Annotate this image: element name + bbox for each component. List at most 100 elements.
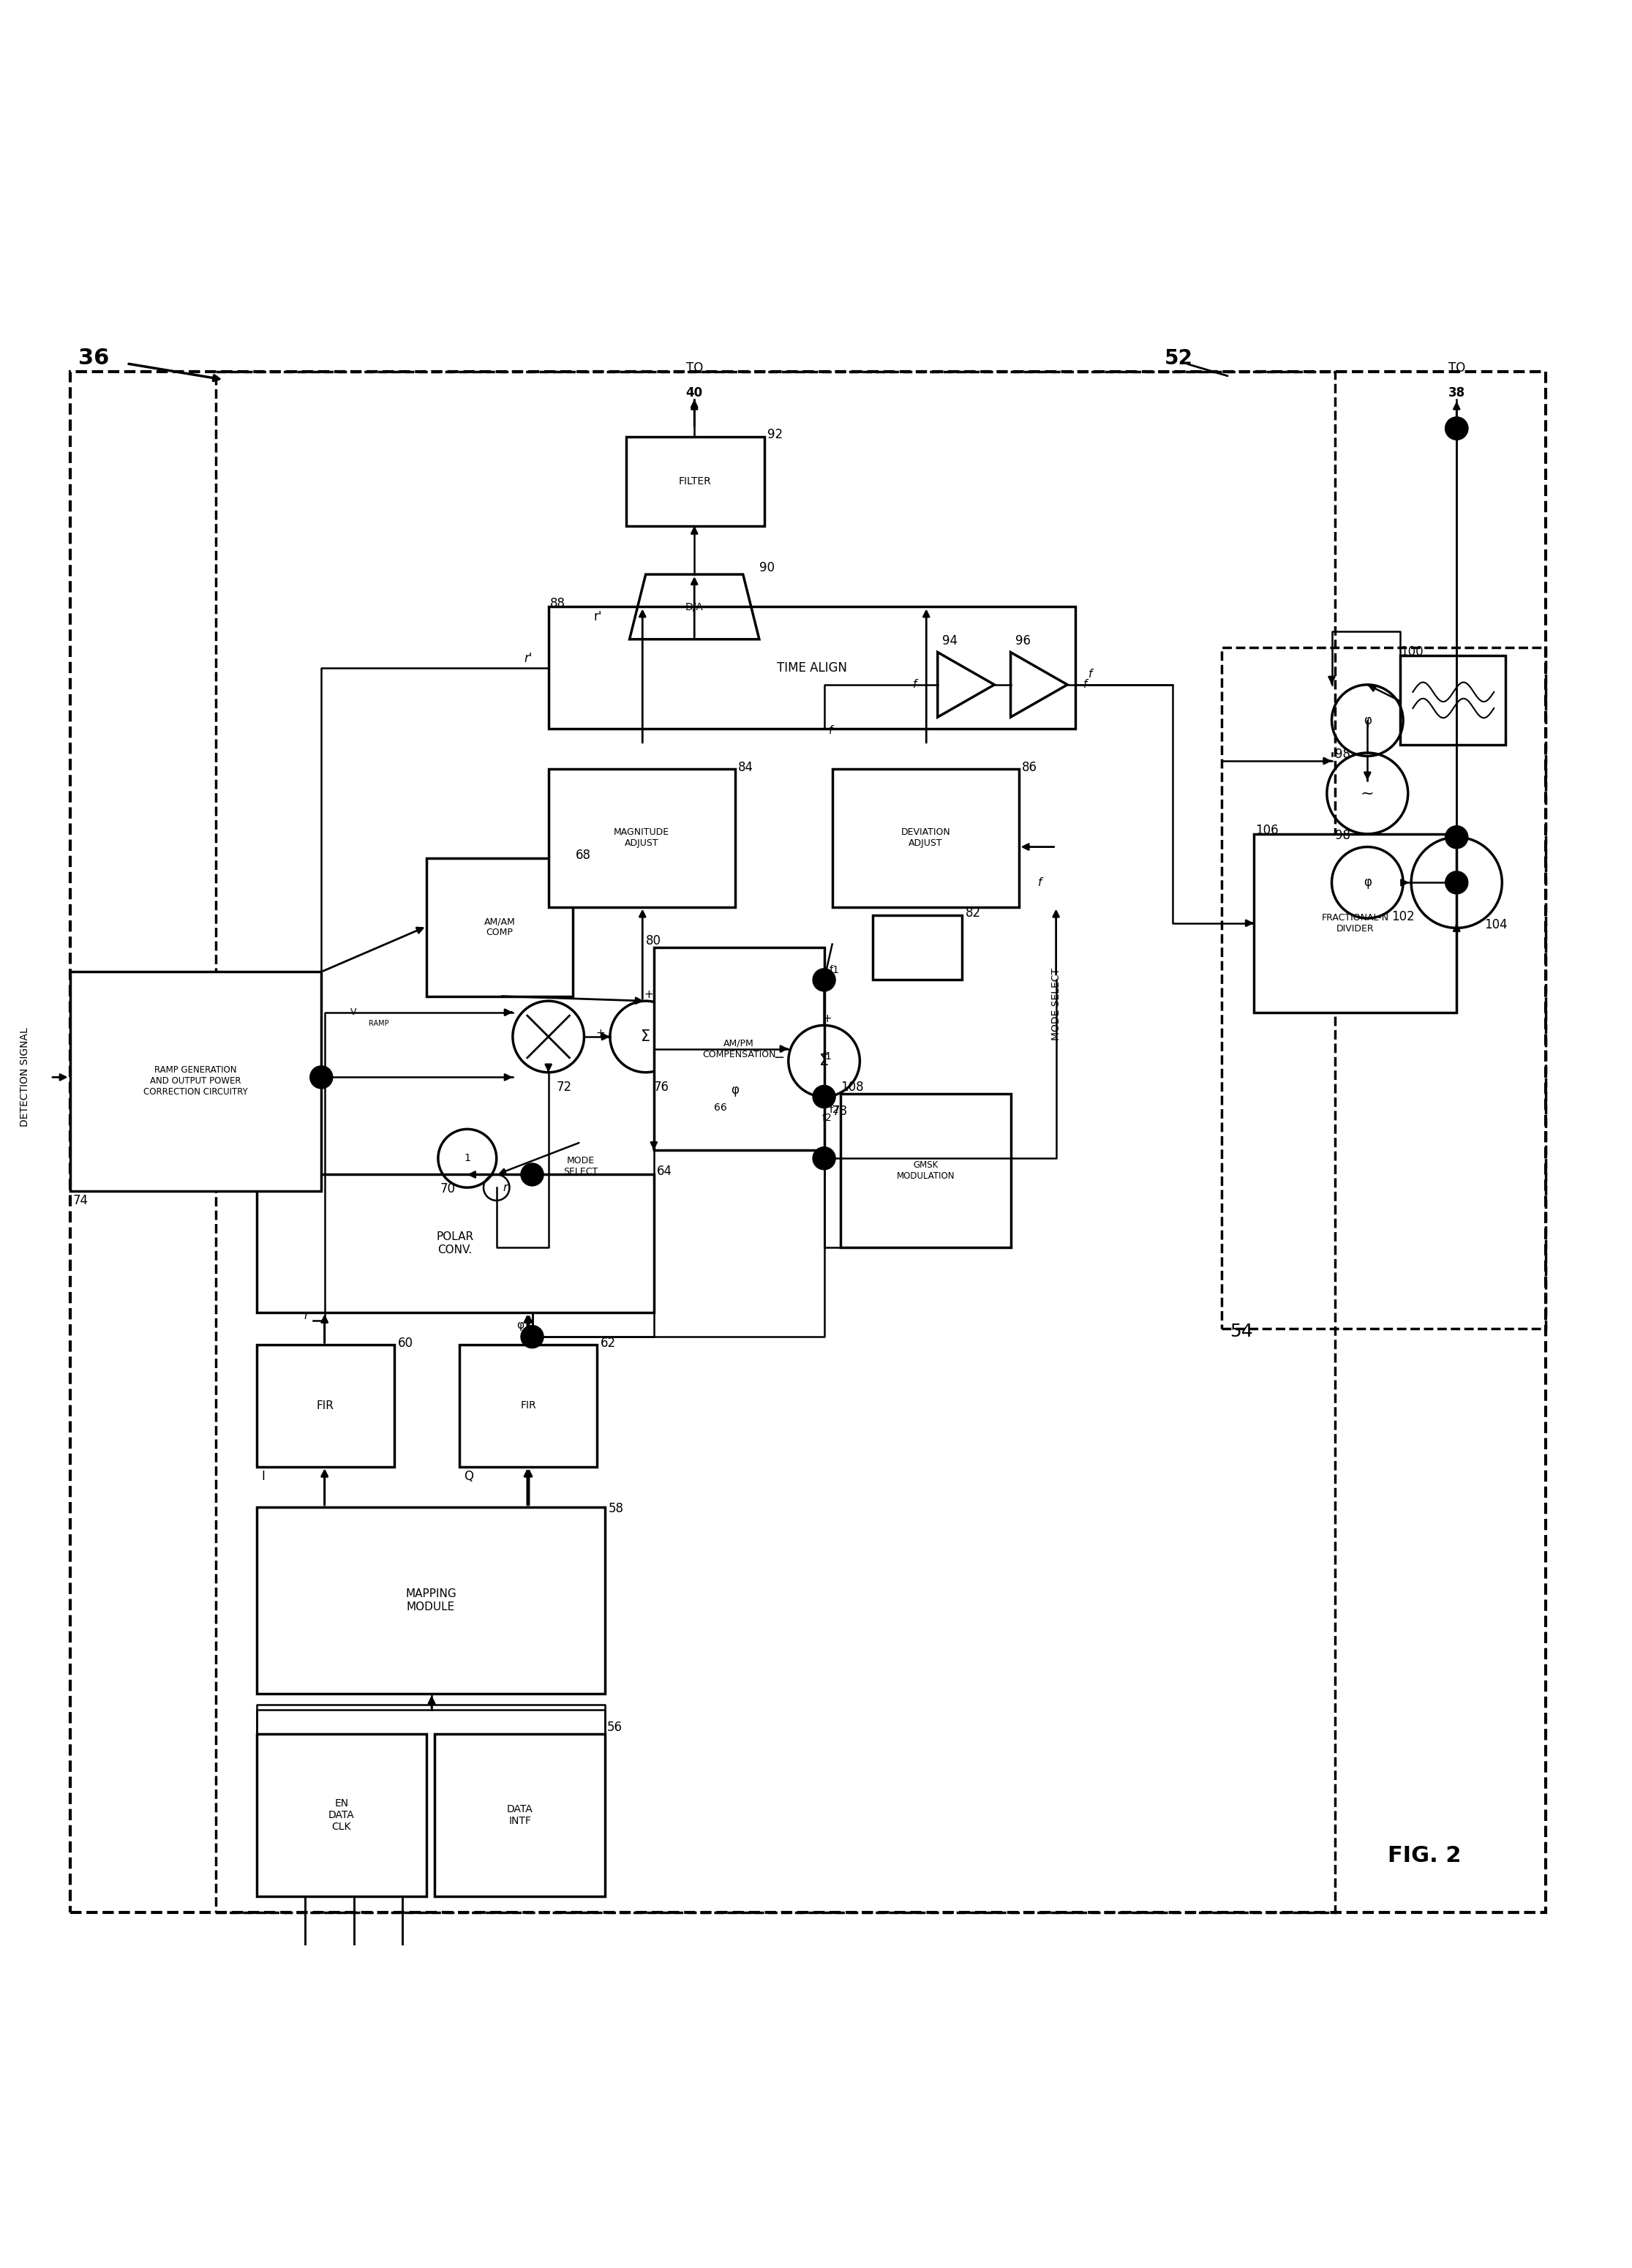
Text: MAPPING
MODULE: MAPPING MODULE (405, 1588, 457, 1613)
Text: MODE SELECT: MODE SELECT (1051, 968, 1061, 1041)
Text: 56: 56 (607, 1721, 622, 1735)
Text: 78: 78 (832, 1105, 847, 1118)
FancyBboxPatch shape (256, 1506, 605, 1694)
Circle shape (310, 1066, 333, 1089)
Text: 98: 98 (1335, 828, 1350, 841)
Text: ~: ~ (1361, 787, 1374, 801)
Text: Q: Q (463, 1470, 473, 1483)
FancyBboxPatch shape (873, 914, 961, 980)
Text: MODE
SELECT: MODE SELECT (563, 1157, 597, 1177)
FancyBboxPatch shape (627, 435, 764, 526)
Text: TIME ALIGN: TIME ALIGN (777, 660, 847, 674)
Text: 96: 96 (1015, 635, 1031, 646)
Text: MAGNITUDE
ADJUST: MAGNITUDE ADJUST (614, 828, 669, 848)
Text: f2: f2 (823, 1114, 832, 1123)
Text: RAMP: RAMP (369, 1021, 388, 1027)
Text: 102: 102 (1392, 909, 1415, 923)
Text: FILTER: FILTER (679, 476, 712, 485)
Text: 60: 60 (398, 1336, 413, 1349)
Text: 54: 54 (1229, 1322, 1253, 1340)
Text: f1: f1 (823, 1050, 832, 1061)
Text: D/A: D/A (685, 601, 703, 612)
Text: 108: 108 (840, 1080, 863, 1093)
Circle shape (813, 1086, 836, 1109)
FancyBboxPatch shape (256, 1345, 395, 1467)
Text: 106: 106 (1255, 823, 1278, 837)
Text: 58: 58 (609, 1501, 623, 1515)
Text: r: r (304, 1311, 308, 1322)
Text: 92: 92 (767, 429, 783, 442)
Text: −: − (774, 1050, 785, 1064)
Text: TO: TO (685, 361, 703, 374)
Text: 90: 90 (759, 560, 775, 574)
Text: AM/PM
COMPENSATION: AM/PM COMPENSATION (702, 1039, 775, 1059)
Text: 36: 36 (78, 347, 109, 367)
Text: 1: 1 (463, 1152, 470, 1163)
Text: φ: φ (1363, 875, 1371, 889)
Circle shape (1446, 417, 1467, 440)
Text: 68: 68 (576, 848, 591, 862)
Text: RAMP GENERATION
AND OUTPUT POWER
CORRECTION CIRCUITRY: RAMP GENERATION AND OUTPUT POWER CORRECT… (144, 1066, 248, 1098)
Text: r: r (503, 1182, 508, 1193)
Text: GMSK
MODULATION: GMSK MODULATION (896, 1161, 955, 1182)
Text: f: f (912, 678, 917, 689)
Text: TO: TO (1448, 361, 1466, 374)
Text: FIR: FIR (521, 1402, 535, 1411)
Text: f: f (829, 726, 832, 737)
Circle shape (1446, 871, 1467, 894)
Text: 66: 66 (713, 1102, 726, 1114)
Text: 104: 104 (1483, 919, 1508, 932)
Circle shape (1446, 826, 1467, 848)
Text: AM/AM
COMP: AM/AM COMP (485, 916, 516, 937)
FancyBboxPatch shape (654, 948, 824, 1150)
Text: 88: 88 (550, 596, 565, 610)
Text: +: + (596, 1027, 605, 1039)
Text: f: f (1089, 669, 1092, 680)
Text: V: V (351, 1007, 357, 1016)
FancyBboxPatch shape (548, 608, 1075, 728)
FancyBboxPatch shape (1253, 835, 1457, 1012)
Text: FRACTIONAL-N
DIVIDER: FRACTIONAL-N DIVIDER (1322, 914, 1389, 934)
FancyBboxPatch shape (434, 1735, 605, 1896)
Text: φ: φ (1363, 714, 1371, 728)
Text: +: + (823, 1014, 832, 1025)
Text: 82: 82 (965, 907, 981, 921)
Text: 100: 100 (1400, 646, 1423, 658)
Text: f: f (1038, 878, 1041, 889)
Circle shape (1446, 417, 1467, 440)
FancyBboxPatch shape (256, 1735, 426, 1896)
Text: FIG. 2: FIG. 2 (1387, 1846, 1461, 1867)
Text: 70: 70 (439, 1182, 455, 1195)
Text: ~: ~ (1449, 875, 1464, 889)
Text: 98: 98 (1335, 748, 1350, 762)
Text: 76: 76 (654, 1080, 669, 1093)
FancyBboxPatch shape (1400, 655, 1505, 744)
FancyBboxPatch shape (426, 857, 573, 996)
Text: Σ: Σ (641, 1030, 651, 1043)
Text: φ: φ (731, 1084, 739, 1098)
Text: 80: 80 (646, 934, 661, 948)
Text: φ: φ (517, 1320, 524, 1331)
Text: DATA
INTF: DATA INTF (508, 1805, 534, 1826)
Text: 74: 74 (73, 1193, 88, 1207)
Text: r': r' (594, 610, 602, 624)
Text: f2: f2 (829, 1105, 839, 1116)
Text: EN
DATA
CLK: EN DATA CLK (328, 1799, 354, 1833)
Text: 72: 72 (557, 1080, 571, 1093)
Text: Σ: Σ (819, 1055, 829, 1068)
Text: DEVIATION
ADJUST: DEVIATION ADJUST (901, 828, 950, 848)
Text: 64: 64 (658, 1166, 672, 1177)
Circle shape (521, 1325, 543, 1347)
Text: f: f (1084, 678, 1087, 689)
Text: +: + (645, 989, 653, 1000)
Text: DETECTION SIGNAL: DETECTION SIGNAL (20, 1027, 29, 1127)
FancyBboxPatch shape (832, 769, 1018, 907)
Text: 86: 86 (1022, 760, 1038, 773)
FancyBboxPatch shape (459, 1345, 597, 1467)
Text: FIR: FIR (317, 1399, 335, 1411)
FancyBboxPatch shape (70, 971, 322, 1191)
Text: 94: 94 (943, 635, 958, 646)
FancyBboxPatch shape (548, 769, 734, 907)
Text: I: I (261, 1470, 264, 1483)
Text: f1: f1 (829, 964, 839, 975)
